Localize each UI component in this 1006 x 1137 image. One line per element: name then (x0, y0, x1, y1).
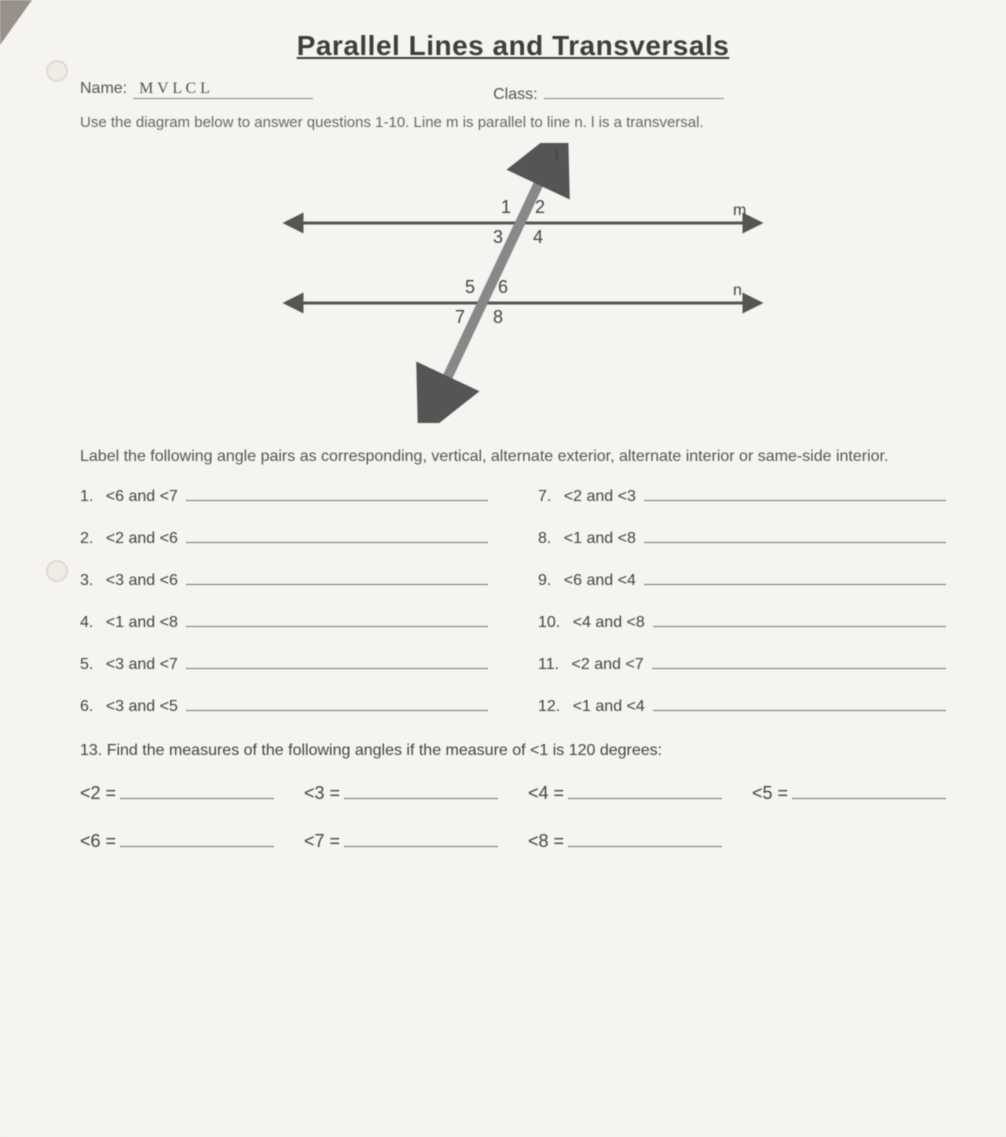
q6: 6. <3 and <5 (80, 694, 488, 716)
ans-6: <6 = (80, 830, 274, 852)
angle-5: 5 (465, 277, 475, 297)
ans-3: <3 = (304, 782, 498, 804)
q10: 10. <4 and <8 (538, 610, 946, 632)
angle-8: 8 (493, 307, 503, 327)
label-n: n (733, 282, 742, 299)
q3: 3. <3 and <6 (80, 568, 488, 590)
label-m: m (733, 202, 746, 219)
class-field: Class: (493, 80, 723, 104)
q1: 1. <6 and <7 (80, 484, 488, 506)
instructions-text: Use the diagram below to answer question… (80, 114, 946, 131)
q5: 5. <3 and <7 (80, 652, 488, 674)
q7: 7. <2 and <3 (538, 484, 946, 506)
question-grid: 1. <6 and <7 7. <2 and <3 2. <2 and <6 8… (80, 484, 946, 716)
ans-7: <7 = (304, 830, 498, 852)
ans-8: <8 = (528, 830, 722, 852)
angle-3: 3 (493, 227, 503, 247)
page-title: Parallel Lines and Transversals (80, 30, 946, 62)
name-field: Name: M V L C L (80, 80, 313, 104)
page-corner-shadow (0, 0, 40, 50)
worksheet-page: Parallel Lines and Transversals Name: M … (0, 0, 1006, 1137)
q9: 9. <6 and <4 (538, 568, 946, 590)
transversal-diagram: 1 2 3 4 5 6 7 8 l m n (233, 143, 793, 423)
ans-4: <4 = (528, 782, 722, 804)
subhead-text: Label the following angle pairs as corre… (80, 447, 946, 468)
ans-5: <5 = (752, 782, 946, 804)
q12: 12. <1 and <4 (538, 694, 946, 716)
class-line[interactable] (544, 80, 724, 99)
label-l: l (555, 148, 559, 165)
q8: 8. <1 and <8 (538, 526, 946, 548)
class-label: Class: (493, 86, 537, 104)
q4: 4. <1 and <8 (80, 610, 488, 632)
name-value: M V L C L (133, 80, 210, 97)
q11: 11. <2 and <7 (538, 652, 946, 674)
punch-hole (46, 560, 68, 582)
name-label: Name: (80, 80, 127, 98)
ans-2: <2 = (80, 782, 274, 804)
angle-7: 7 (455, 307, 465, 327)
angle-4: 4 (533, 227, 543, 247)
angle-6: 6 (498, 277, 508, 297)
header-row: Name: M V L C L Class: (80, 80, 946, 104)
name-line[interactable]: M V L C L (133, 80, 313, 99)
angle-2: 2 (535, 197, 545, 217)
q2: 2. <2 and <6 (80, 526, 488, 548)
answer-grid: <2 = <3 = <4 = <5 = <6 = <7 = <8 = (80, 782, 946, 852)
diagram-container: 1 2 3 4 5 6 7 8 l m n (80, 143, 946, 423)
q13-text: 13. Find the measures of the following a… (80, 742, 946, 760)
punch-hole (46, 60, 68, 82)
angle-1: 1 (501, 197, 511, 217)
